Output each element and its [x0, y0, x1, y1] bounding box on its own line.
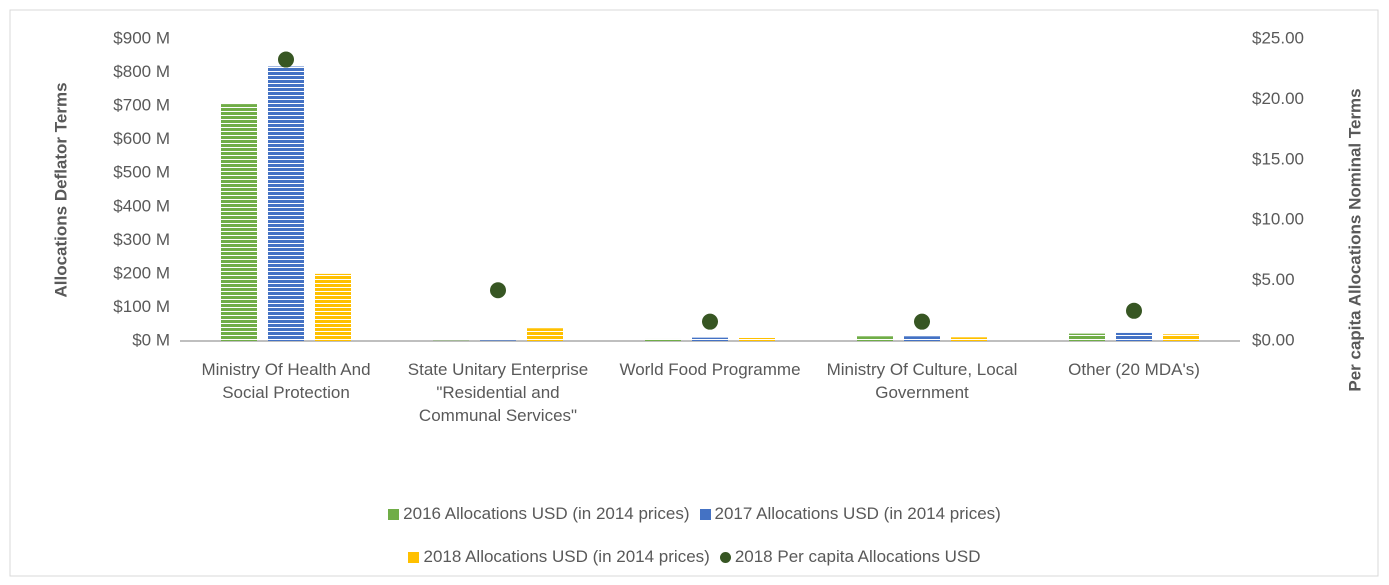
y2-tick-label: $10.00 — [1252, 210, 1304, 229]
bar — [1163, 334, 1199, 341]
y-tick-label: $100 M — [113, 297, 170, 316]
legend-swatch — [388, 508, 400, 520]
scatter-point — [278, 51, 294, 68]
y2-tick-label: $20.00 — [1252, 89, 1304, 108]
legend-item: 2018 Per capita Allocations USD — [719, 547, 981, 567]
legend-label: 2017 Allocations USD (in 2014 prices) — [714, 504, 1001, 523]
bar — [692, 337, 728, 341]
y2-axis-title: Per capita Allocations Nominal Terms — [1345, 88, 1364, 391]
x-tick-label: Ministry Of Health And Social Protection — [201, 360, 371, 402]
scatter-point — [1126, 302, 1142, 319]
x-tick-label: State Unitary Enterprise "Residential an… — [407, 360, 589, 425]
bar — [951, 337, 987, 341]
bar — [904, 336, 940, 341]
scatter-point — [490, 282, 506, 299]
y-axis-title: Allocations Deflator Terms — [51, 82, 70, 297]
legend-item: 2017 Allocations USD (in 2014 prices) — [699, 504, 1001, 524]
y-tick-label: $300 M — [113, 230, 170, 249]
y-tick-label: $500 M — [113, 163, 170, 182]
y-tick-label: $800 M — [113, 62, 170, 81]
legend-label: 2018 Per capita Allocations USD — [734, 547, 981, 566]
y-tick-label: $900 M — [113, 28, 170, 47]
bar — [527, 328, 563, 341]
scatter-point — [702, 313, 718, 330]
y2-tick-label: $0.00 — [1252, 330, 1295, 349]
bar — [739, 337, 775, 341]
bar — [480, 340, 516, 341]
bar — [268, 66, 304, 341]
y-tick-label: $400 M — [113, 196, 170, 215]
y-tick-label: $200 M — [113, 263, 170, 282]
y-tick-label: $700 M — [113, 96, 170, 115]
legend-swatch — [408, 551, 420, 563]
legend-item: 2016 Allocations USD (in 2014 prices) — [388, 504, 690, 524]
bar — [645, 338, 681, 341]
scatter-point — [914, 313, 930, 330]
legend-row: 2016 Allocations USD (in 2014 prices) 201… — [0, 504, 1389, 524]
bar — [1069, 333, 1105, 341]
bar — [1116, 332, 1152, 341]
chart-border — [9, 9, 1379, 577]
y-tick-label: $600 M — [113, 129, 170, 148]
bar — [857, 336, 893, 341]
legend-label: 2018 Allocations USD (in 2014 prices) — [423, 547, 710, 566]
bar — [315, 273, 351, 341]
legend-swatch — [699, 508, 711, 520]
legend-swatch — [719, 551, 731, 563]
x-tick-label: Other (20 MDA's) — [1068, 360, 1200, 379]
legend-item: 2018 Allocations USD (in 2014 prices) — [408, 547, 710, 567]
y2-tick-label: $15.00 — [1252, 149, 1304, 168]
y2-tick-label: $25.00 — [1252, 28, 1304, 47]
legend-row: 2018 Allocations USD (in 2014 prices) 201… — [0, 547, 1389, 567]
legend-label: 2016 Allocations USD (in 2014 prices) — [403, 504, 690, 523]
x-tick-label: Ministry Of Culture, Local Government — [826, 360, 1018, 402]
y-tick-label: $0 M — [132, 330, 170, 349]
bar — [221, 104, 257, 341]
x-tick-label: World Food Programme — [619, 360, 801, 379]
y2-tick-label: $5.00 — [1252, 270, 1295, 289]
